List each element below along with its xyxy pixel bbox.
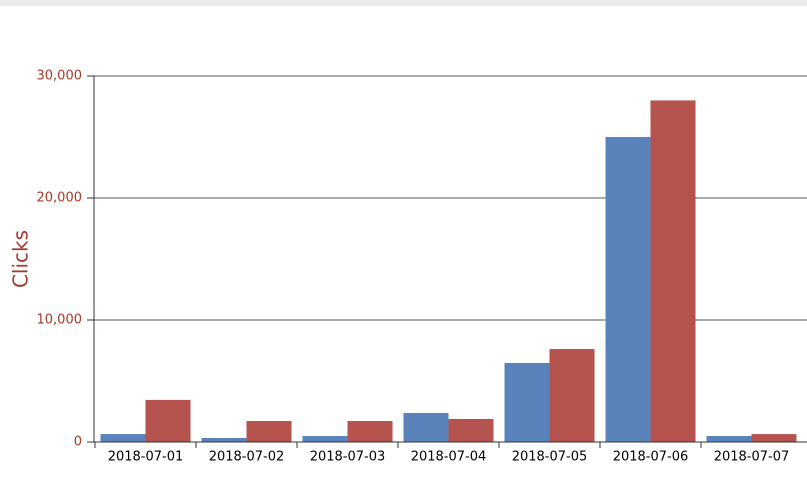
bar <box>246 421 292 442</box>
bar <box>347 421 393 442</box>
bar <box>403 412 449 442</box>
x-tick-label: 2018-07-07 <box>714 450 790 465</box>
bar <box>145 399 191 442</box>
bar <box>201 437 247 442</box>
bar <box>650 100 696 443</box>
bar <box>751 434 797 442</box>
x-tick-label: 2018-07-05 <box>512 450 588 465</box>
y-tick-label: 10,000 <box>37 313 83 328</box>
bar <box>504 362 550 442</box>
bar <box>605 137 651 442</box>
bar <box>448 418 494 442</box>
y-tick-label: 0 <box>74 435 82 450</box>
y-axis-label: Clicks <box>9 230 33 288</box>
x-tick-label: 2018-07-06 <box>613 450 689 465</box>
bar <box>100 434 146 442</box>
x-tick-label: 2018-07-04 <box>411 450 487 465</box>
y-tick-label: 20,000 <box>37 191 83 206</box>
x-tick-label: 2018-07-03 <box>310 450 386 465</box>
x-tick-label: 2018-07-01 <box>108 450 184 465</box>
x-tick-label: 2018-07-02 <box>209 450 285 465</box>
bar <box>549 349 595 442</box>
y-tick-label: 30,000 <box>37 69 83 84</box>
bar <box>302 436 348 442</box>
bar <box>706 436 752 442</box>
top-bar <box>0 0 807 6</box>
